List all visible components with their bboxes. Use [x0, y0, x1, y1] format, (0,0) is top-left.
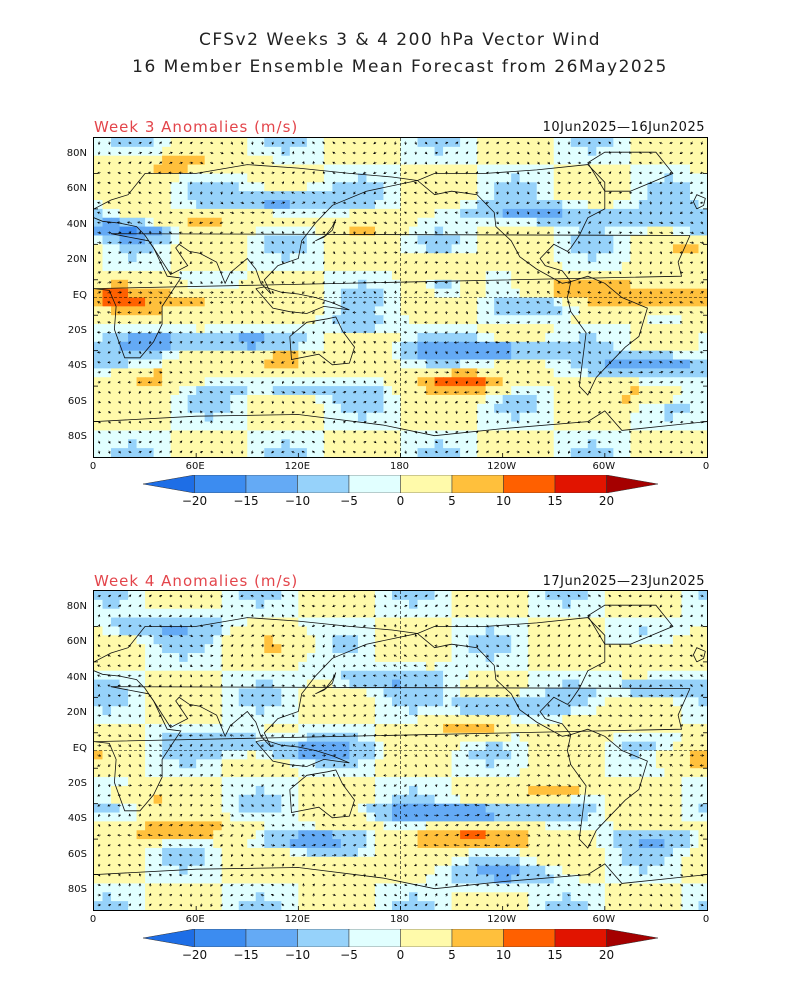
- colorbar-segment: [245, 928, 298, 948]
- axis-ticks: [94, 626, 707, 910]
- wind-vectors: [96, 594, 705, 908]
- lon-label: 0: [89, 914, 97, 925]
- colorbar-label: 5: [448, 494, 456, 508]
- colorbar-segment: [245, 474, 298, 494]
- lat-label: EQ: [72, 742, 87, 754]
- panel-dates-week4: 17Jun2025—23Jun2025: [542, 574, 705, 589]
- lon-label: 120W: [487, 914, 517, 925]
- lat-label: 60N: [66, 183, 87, 195]
- lat-label: 40N: [66, 671, 87, 683]
- lat-label: 60N: [66, 636, 87, 648]
- colorbar-label: 20: [598, 494, 615, 508]
- lat-label: 80N: [66, 600, 87, 612]
- lon-label: 180: [389, 461, 410, 472]
- lon-label: 60E: [185, 914, 205, 925]
- colorbar-segment: [503, 928, 556, 948]
- lat-label: 80N: [66, 147, 87, 159]
- figure-title: CFSv2 Weeks 3 & 4 200 hPa Vector Wind: [198, 30, 602, 50]
- colorbar-week3: [142, 474, 659, 494]
- lat-label: 40N: [66, 218, 87, 230]
- lon-label: 0: [702, 461, 710, 472]
- lon-label: 180: [389, 914, 410, 925]
- colorbar-segment: [554, 474, 607, 494]
- lon-label: 0: [89, 461, 97, 472]
- colorbar-segment: [451, 928, 504, 948]
- colorbar-segment: [348, 928, 401, 948]
- colorbar-arrow-right: [606, 474, 659, 494]
- colorbar-label: 10: [495, 494, 512, 508]
- colorbar-label: −10: [284, 948, 311, 962]
- anomaly-map-week3: [93, 137, 708, 458]
- colorbar-segment: [554, 928, 607, 948]
- lat-label: 60S: [67, 395, 87, 407]
- colorbar-segment: [348, 474, 401, 494]
- lon-label: 0: [702, 914, 710, 925]
- colorbar-label: −15: [233, 948, 259, 962]
- colorbar-label: 0: [396, 948, 405, 962]
- colorbar-label: 10: [495, 948, 512, 962]
- colorbar-segment: [297, 928, 350, 948]
- figure-subtitle: 16 Member Ensemble Mean Forecast from 26…: [132, 57, 668, 77]
- colorbar-label: 5: [448, 948, 456, 962]
- lat-label: EQ: [72, 289, 87, 301]
- lon-label: 60E: [185, 461, 205, 472]
- colorbar-week4: [142, 928, 659, 948]
- lon-label: 60W: [592, 914, 616, 925]
- panel-dates-week3: 10Jun2025—16Jun2025: [542, 120, 705, 135]
- colorbar-label: 15: [547, 494, 563, 508]
- colorbar-label: −15: [233, 494, 259, 508]
- coastlines: [94, 604, 707, 890]
- panel-title-week3: Week 3 Anomalies (m/s): [94, 118, 299, 136]
- lat-label: 20S: [67, 324, 87, 336]
- wind-vectors: [96, 141, 705, 455]
- lat-label: 60S: [67, 848, 87, 860]
- lon-label: 120E: [284, 914, 311, 925]
- lat-label: 80S: [67, 884, 87, 896]
- colorbar-label: −20: [181, 948, 208, 962]
- colorbar-label: −10: [284, 494, 311, 508]
- colorbar-label: −5: [340, 948, 358, 962]
- colorbar-arrow-right: [606, 928, 659, 948]
- lon-label: 60W: [592, 461, 616, 472]
- lon-label: 120E: [284, 461, 311, 472]
- anomaly-map-week4: [93, 590, 708, 911]
- colorbar-label: 20: [598, 948, 615, 962]
- axis-ticks: [94, 173, 707, 457]
- anomaly-shading: [94, 138, 707, 457]
- colorbar-label: 0: [396, 494, 405, 508]
- colorbar-segment: [194, 928, 247, 948]
- lat-label: 20N: [66, 254, 87, 266]
- colorbar-label: −5: [340, 494, 358, 508]
- lon-label: 120W: [487, 461, 517, 472]
- colorbar-label: −20: [181, 494, 208, 508]
- lat-label: 40S: [67, 813, 87, 825]
- colorbar-segment: [400, 474, 453, 494]
- colorbar-segment: [503, 474, 556, 494]
- colorbar-arrow-left: [142, 928, 195, 948]
- lat-label: 20S: [67, 777, 87, 789]
- anomaly-shading: [94, 591, 707, 910]
- panel-title-week4: Week 4 Anomalies (m/s): [94, 572, 299, 590]
- lat-label: 80S: [67, 431, 87, 443]
- colorbar-segment: [297, 474, 350, 494]
- colorbar-arrow-left: [142, 474, 195, 494]
- colorbar-segment: [194, 474, 247, 494]
- colorbar-segment: [451, 474, 504, 494]
- lat-label: 40S: [67, 360, 87, 372]
- colorbar-label: 15: [547, 948, 563, 962]
- colorbar-segment: [400, 928, 453, 948]
- lat-label: 20N: [66, 707, 87, 719]
